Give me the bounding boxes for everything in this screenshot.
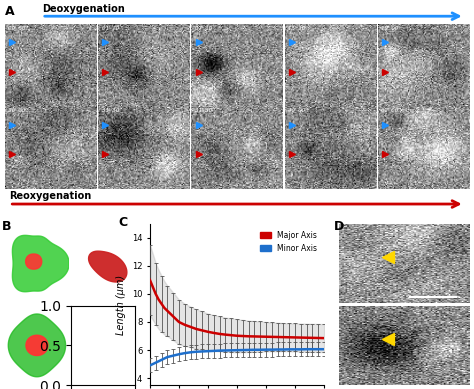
Text: 62' 00'': 62' 00'' — [382, 108, 402, 113]
Text: Deoxygenation: Deoxygenation — [42, 4, 125, 14]
Text: 31' 30'': 31' 30'' — [195, 108, 215, 113]
Polygon shape — [26, 254, 42, 269]
Polygon shape — [8, 314, 65, 377]
Text: ii.a: ii.a — [7, 310, 21, 319]
Polygon shape — [89, 251, 127, 282]
Y-axis label: Length (μm): Length (μm) — [116, 274, 126, 335]
Text: 19' 00'': 19' 00'' — [382, 26, 402, 31]
Text: i.b: i.b — [73, 229, 84, 238]
Text: 40' 00'': 40' 00'' — [288, 108, 309, 113]
Text: i.a: i.a — [7, 229, 18, 238]
Legend: Major Axis, Minor Axis: Major Axis, Minor Axis — [256, 228, 320, 256]
Text: 01' 20'': 01' 20'' — [101, 26, 122, 31]
Text: 15' 20'': 15' 20'' — [288, 26, 309, 31]
Text: C: C — [118, 216, 128, 229]
Polygon shape — [84, 328, 122, 363]
Text: B: B — [2, 220, 12, 233]
Text: D: D — [334, 220, 345, 233]
Text: 31' 30'': 31' 30'' — [101, 108, 122, 113]
Text: Reoxygenation: Reoxygenation — [9, 191, 91, 201]
Text: 00' 00'': 00' 00'' — [9, 26, 28, 31]
Text: A: A — [5, 5, 14, 18]
Text: ii.b: ii.b — [73, 310, 87, 319]
Text: 30' 00'': 30' 00'' — [9, 108, 28, 113]
Polygon shape — [26, 335, 48, 356]
Polygon shape — [12, 235, 69, 292]
Text: 07' 10'': 07' 10'' — [195, 26, 215, 31]
